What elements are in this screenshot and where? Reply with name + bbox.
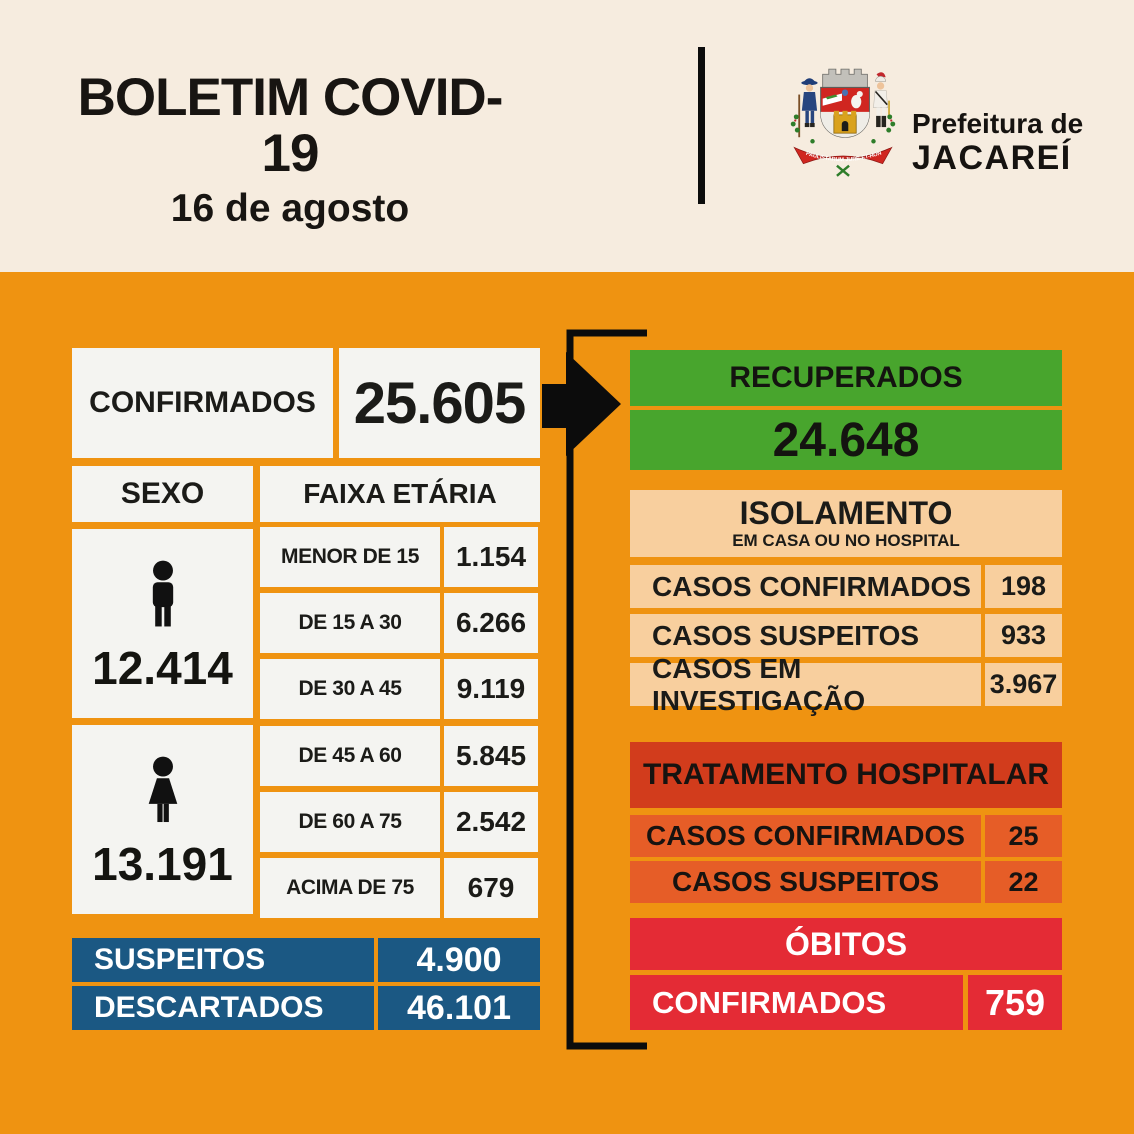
isolation-title: ISOLAMENTO <box>739 494 953 531</box>
right-figure-belt <box>874 90 888 106</box>
age-range-header: FAIXA ETÁRIA <box>260 466 540 522</box>
age-row-value: 2.542 <box>444 792 538 852</box>
right-figure-helmet <box>875 76 886 82</box>
right-figure-leg <box>876 107 881 116</box>
castle-door <box>841 120 849 132</box>
male-cases-card: 12.414 <box>72 529 253 718</box>
lion-shape <box>851 95 862 109</box>
right-figure-leg <box>882 107 886 116</box>
left-figure-hat-brim <box>801 80 818 86</box>
isolation-row-label: CASOS CONFIRMADOS <box>630 565 981 608</box>
crown-shape <box>822 68 868 88</box>
isolation-row-value: 933 <box>985 614 1062 657</box>
confirmed-label: CONFIRMADOS <box>72 348 333 458</box>
ribbon-knot <box>836 164 850 177</box>
isolation-subtitle: EM CASA OU NO HOSPITAL <box>732 530 960 550</box>
right-figure-plume <box>876 72 886 80</box>
age-row-label: DE 15 A 30 <box>260 593 440 653</box>
suspected-label: SUSPEITOS <box>72 938 374 982</box>
age-row-label: MENOR DE 15 <box>260 527 440 587</box>
female-cases-card: 13.191 <box>72 725 253 914</box>
isolation-row-label: CASOS EM INVESTIGAÇÃO <box>630 653 981 716</box>
sword-shape <box>888 100 890 117</box>
discarded-label: DESCARTADOS <box>72 986 374 1030</box>
recovered-label: RECUPERADOS <box>630 350 1062 406</box>
suspected-value: 4.900 <box>378 938 540 982</box>
logo-org: Prefeitura de <box>912 108 1084 139</box>
logo-city: JACAREÍ <box>912 139 1072 177</box>
alligator-shape <box>825 94 838 100</box>
title-block: BOLETIM COVID-19 16 de agosto <box>58 70 522 231</box>
left-figure-boot <box>804 123 810 128</box>
age-row-label: DE 45 A 60 <box>260 726 440 786</box>
castle-merlon <box>833 110 839 116</box>
ribbon-shape <box>793 146 893 165</box>
age-row-label: ACIMA DE 75 <box>260 858 440 918</box>
hospital-row-value: 25 <box>985 815 1062 857</box>
lion-head <box>856 90 863 98</box>
coat-of-arms-icon: PRO PAULISTARUM JURE-ET-HONORE <box>782 60 896 177</box>
bulletin-date: 16 de agosto <box>170 187 410 231</box>
logo-text: Prefeitura de JACAREÍ <box>912 108 1084 177</box>
male-icon <box>152 560 173 626</box>
band-shape <box>822 93 842 106</box>
recovered-value: 24.648 <box>630 410 1062 470</box>
age-row-label: DE 30 A 45 <box>260 659 440 719</box>
left-figure-coat <box>801 92 818 111</box>
left-figure-head <box>805 84 814 92</box>
age-row-value: 9.119 <box>444 659 538 719</box>
isolation-row-value: 198 <box>985 565 1062 608</box>
castle-merlon <box>851 110 857 116</box>
age-row-value: 679 <box>444 858 538 918</box>
confirmed-value: 25.605 <box>339 348 540 458</box>
age-row-value: 5.845 <box>444 726 538 786</box>
arrow-right-icon <box>542 352 621 456</box>
castle-merlon <box>842 110 848 116</box>
isolation-row-value: 3.967 <box>985 663 1062 706</box>
escutcheon-shape <box>841 89 849 96</box>
laurel-leaves <box>790 114 896 144</box>
right-figure-boot <box>881 115 887 128</box>
staff-shape <box>798 94 801 138</box>
bulletin-title: BOLETIM COVID-19 <box>77 68 504 183</box>
age-row-label: DE 60 A 75 <box>260 792 440 852</box>
left-figure-boot <box>810 123 815 128</box>
hospital-row-label: CASOS SUSPEITOS <box>630 861 981 903</box>
isolation-row-label: CASOS SUSPEITOS <box>630 614 981 657</box>
male-cases-value: 12.414 <box>92 641 233 694</box>
age-row-value: 6.266 <box>444 593 538 653</box>
deaths-header: ÓBITOS <box>630 918 1062 970</box>
right-figure-boot <box>876 115 881 128</box>
sex-header: SEXO <box>72 466 253 522</box>
age-row-value: 1.154 <box>444 527 538 587</box>
header-divider <box>698 47 705 204</box>
deaths-confirmed-value: 759 <box>968 975 1062 1030</box>
right-figure-tunic <box>873 90 888 109</box>
right-figure-head <box>876 82 885 90</box>
female-cases-value: 13.191 <box>92 837 233 890</box>
isolation-header: ISOLAMENTO EM CASA OU NO HOSPITAL <box>630 490 1062 557</box>
female-icon <box>148 756 177 822</box>
berries <box>794 119 893 122</box>
header: BOLETIM COVID-19 16 de agosto <box>0 0 1134 272</box>
left-figure-leg <box>810 110 815 123</box>
hospital-treatment-header: TRATAMENTO HOSPITALAR <box>630 742 1062 808</box>
deaths-confirmed-label: CONFIRMADOS <box>630 975 963 1030</box>
left-figure-leg <box>805 110 809 123</box>
hospital-row-label: CASOS CONFIRMADOS <box>630 815 981 857</box>
hospital-row-value: 22 <box>985 861 1062 903</box>
discarded-value: 46.101 <box>378 986 540 1030</box>
